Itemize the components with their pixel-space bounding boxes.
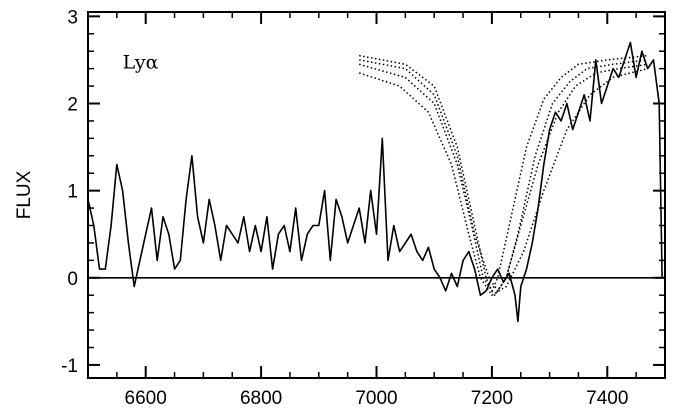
- x-tick-label: 7400: [586, 388, 628, 409]
- model-profile-line-4: [358, 67, 648, 296]
- flux-spectrum-line: [87, 41, 663, 323]
- y-tick-label: 3: [67, 7, 78, 28]
- plot-frame: [87, 11, 666, 379]
- x-tick-label: 7200: [471, 388, 513, 409]
- plot-area: [87, 41, 665, 323]
- y-tick-label: 1: [67, 182, 78, 203]
- x-tick-label: 6800: [240, 388, 282, 409]
- x-tick-label: 6600: [125, 388, 167, 409]
- y-tick-label: 0: [67, 269, 78, 290]
- ly-alpha-annotation: Lyα: [123, 52, 159, 74]
- y-tick-label: -1: [61, 356, 78, 377]
- x-tick-label: 7000: [355, 388, 397, 409]
- y-axis-label: FLUX: [14, 170, 35, 219]
- model-profile-line-1: [359, 54, 648, 292]
- y-tick-label: 2: [67, 95, 78, 116]
- model-profile-line-3: [358, 63, 648, 296]
- axes: 6600 6800 7000 7200 7400 -1 0 1 2 3: [61, 7, 666, 409]
- model-profile-line-2: [359, 59, 648, 292]
